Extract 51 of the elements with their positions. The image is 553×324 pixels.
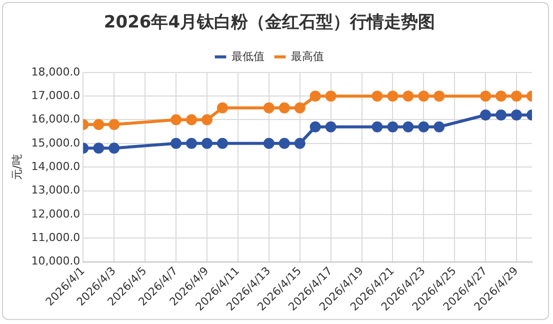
point (93, 118, 104, 130)
point (201, 138, 212, 149)
y-tick-label: 18,000.0 (31, 65, 80, 78)
point (434, 121, 445, 132)
point (402, 90, 414, 102)
y-axis-title: 元/吨 (10, 154, 24, 180)
point (170, 138, 182, 149)
y-tick-label: 15,000.0 (31, 136, 80, 150)
point (201, 114, 212, 126)
y-tick-label: 16,000.0 (31, 112, 80, 126)
y-tick-label: 17,000.0 (31, 88, 80, 102)
point (418, 90, 430, 102)
point (294, 102, 306, 114)
point (372, 90, 383, 102)
point (418, 121, 430, 132)
point (480, 90, 492, 102)
point (263, 138, 274, 149)
point (325, 90, 336, 102)
point (372, 121, 383, 132)
y-tick-label: 12,000.0 (31, 207, 80, 220)
point (325, 121, 336, 132)
y-tick-label: 11,000.0 (31, 230, 80, 244)
y-tick-label: 14,000.0 (31, 160, 80, 173)
legend-label: 最低值 (232, 50, 264, 63)
point (216, 138, 228, 149)
point (511, 90, 522, 102)
point (278, 102, 290, 114)
point (170, 114, 182, 126)
point (278, 138, 290, 149)
point (496, 110, 507, 121)
point (402, 121, 414, 132)
point (263, 102, 274, 114)
point (216, 102, 228, 114)
point (434, 90, 445, 102)
point (511, 110, 522, 121)
point (93, 142, 104, 154)
point (387, 121, 398, 132)
legend-label: 最高值 (291, 50, 324, 63)
point (496, 90, 507, 102)
point (186, 114, 198, 126)
chart-title: 2026年4月钛白粉（金红石型）行情走势图 (104, 12, 436, 33)
point (294, 138, 306, 149)
point (108, 142, 120, 154)
point (108, 118, 120, 130)
point (387, 90, 398, 102)
point (310, 121, 321, 132)
point (186, 138, 198, 149)
y-tick-label: 10,000.0 (31, 254, 80, 268)
y-tick-label: 13,000.0 (31, 184, 80, 197)
point (480, 110, 492, 121)
point (310, 90, 321, 102)
